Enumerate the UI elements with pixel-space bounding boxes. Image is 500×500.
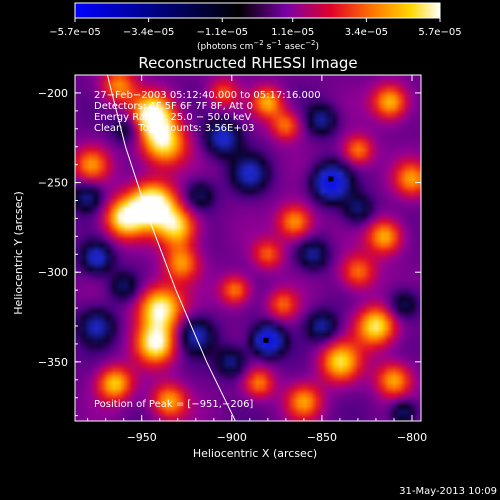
peak-marker bbox=[263, 337, 269, 343]
y-tick-label: −300 bbox=[38, 266, 68, 279]
colorbar-tick-label: −5.7e−05 bbox=[49, 27, 101, 38]
x-tick-label: −950 bbox=[127, 431, 157, 444]
annotation-detectors: Detectors: 4F 5F 6F 7F 8F, Att 0 bbox=[94, 101, 253, 112]
x-axis-ticks: −950 −900 −850 −800 bbox=[87, 75, 427, 444]
annotation-energy: Energy Range: 25.0 − 50.0 keV bbox=[94, 112, 251, 123]
solar-limb-curve bbox=[106, 75, 236, 421]
colorbar-tick-label: 1.1e−05 bbox=[271, 27, 314, 38]
y-axis-ticks: −200 −250 −300 −350 bbox=[38, 74, 421, 417]
plot-frame bbox=[74, 74, 422, 422]
footer-timestamp: 31-May-2013 10:09 bbox=[399, 486, 497, 497]
x-tick-label: −850 bbox=[307, 431, 337, 444]
y-tick-label: −200 bbox=[38, 87, 68, 100]
annotation-time: 27−Feb−2003 05:12:40.000 to 05:17:16.000 bbox=[94, 90, 321, 101]
colorbar-tick-label: 5.7e−05 bbox=[418, 27, 461, 38]
colorbar: −5.7e−05 −3.4e−05 −1.1e−05 1.1e−05 3.4e−05 5.… bbox=[49, 2, 462, 52]
y-tick-label: −250 bbox=[38, 177, 68, 190]
chart-title: Reconstructed RHESSI Image bbox=[138, 54, 357, 72]
x-tick-label: −900 bbox=[217, 431, 247, 444]
peak-marker bbox=[328, 176, 334, 182]
x-axis-label: Heliocentric X (arcsec) bbox=[193, 447, 317, 460]
y-tick-label: −350 bbox=[38, 356, 68, 369]
peak-position-label: Position of Peak = [−951,−206] bbox=[94, 399, 253, 410]
colorbar-tick-label: 3.4e−05 bbox=[345, 27, 388, 38]
colorbar-tick-label: −1.1e−05 bbox=[197, 27, 249, 38]
peak-markers bbox=[263, 176, 334, 343]
x-tick-label: −800 bbox=[397, 431, 427, 444]
observation-annotations: 27−Feb−2003 05:12:40.000 to 05:17:16.000… bbox=[94, 90, 321, 134]
annotation-clean: Clean Total counts: 3.56E+03 bbox=[94, 123, 254, 134]
colorbar-ticks: −5.7e−05 −3.4e−05 −1.1e−05 1.1e−05 3.4e−05 5.… bbox=[49, 18, 462, 38]
heatmap-image bbox=[75, 75, 421, 421]
colorbar-gradient bbox=[74, 2, 441, 19]
y-axis-label: Heliocentric Y (arcsec) bbox=[12, 191, 25, 315]
colorbar-units: (photons cm−2 s−1 asec−2) bbox=[197, 39, 319, 52]
colorbar-tick-label: −3.4e−05 bbox=[123, 27, 175, 38]
